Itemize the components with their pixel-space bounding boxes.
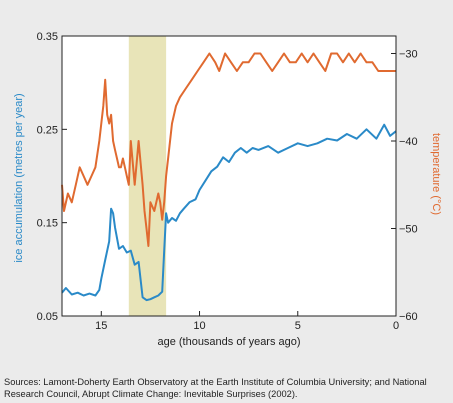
x-tick-label: 0	[393, 320, 399, 332]
y-axis-left-title: ice accumulation (metres per year)	[13, 93, 25, 262]
series-layer	[61, 52, 397, 302]
y-axis-right-title: temperature (°C)	[430, 133, 442, 215]
chart: 15 10 5 0 0.35 0.25 0.15 0.05 −30 −40 −50 −60 age (…	[13, 31, 442, 348]
plot-frame	[61, 35, 397, 317]
y-left-tick-label: 0.25	[37, 124, 58, 136]
y-left-tick-label: 0.05	[37, 311, 58, 323]
series-line-ice	[61, 123, 397, 302]
y-right-tick-label: −40	[399, 136, 418, 148]
y-right-tick-label: −50	[399, 224, 418, 236]
x-tick-label: 5	[295, 320, 301, 332]
y-right-tick-label: −60	[399, 311, 418, 323]
series-line-temperature	[61, 52, 396, 247]
plot-area	[62, 36, 396, 316]
y-right-tick-label: −30	[399, 49, 418, 61]
x-axis-title: age (thousands of years ago)	[157, 336, 300, 348]
y-left-tick-label: 0.35	[37, 31, 58, 43]
source-note: Sources: Lamont-Doherty Earth Observator…	[4, 377, 427, 399]
y-left-tick-label: 0.15	[37, 218, 58, 230]
x-tick-label: 10	[193, 320, 205, 332]
x-tick-label: 15	[95, 320, 107, 332]
ticks-layer: 15 10 5 0 0.35 0.25 0.15 0.05 −30 −40 −50 −60	[37, 31, 418, 332]
